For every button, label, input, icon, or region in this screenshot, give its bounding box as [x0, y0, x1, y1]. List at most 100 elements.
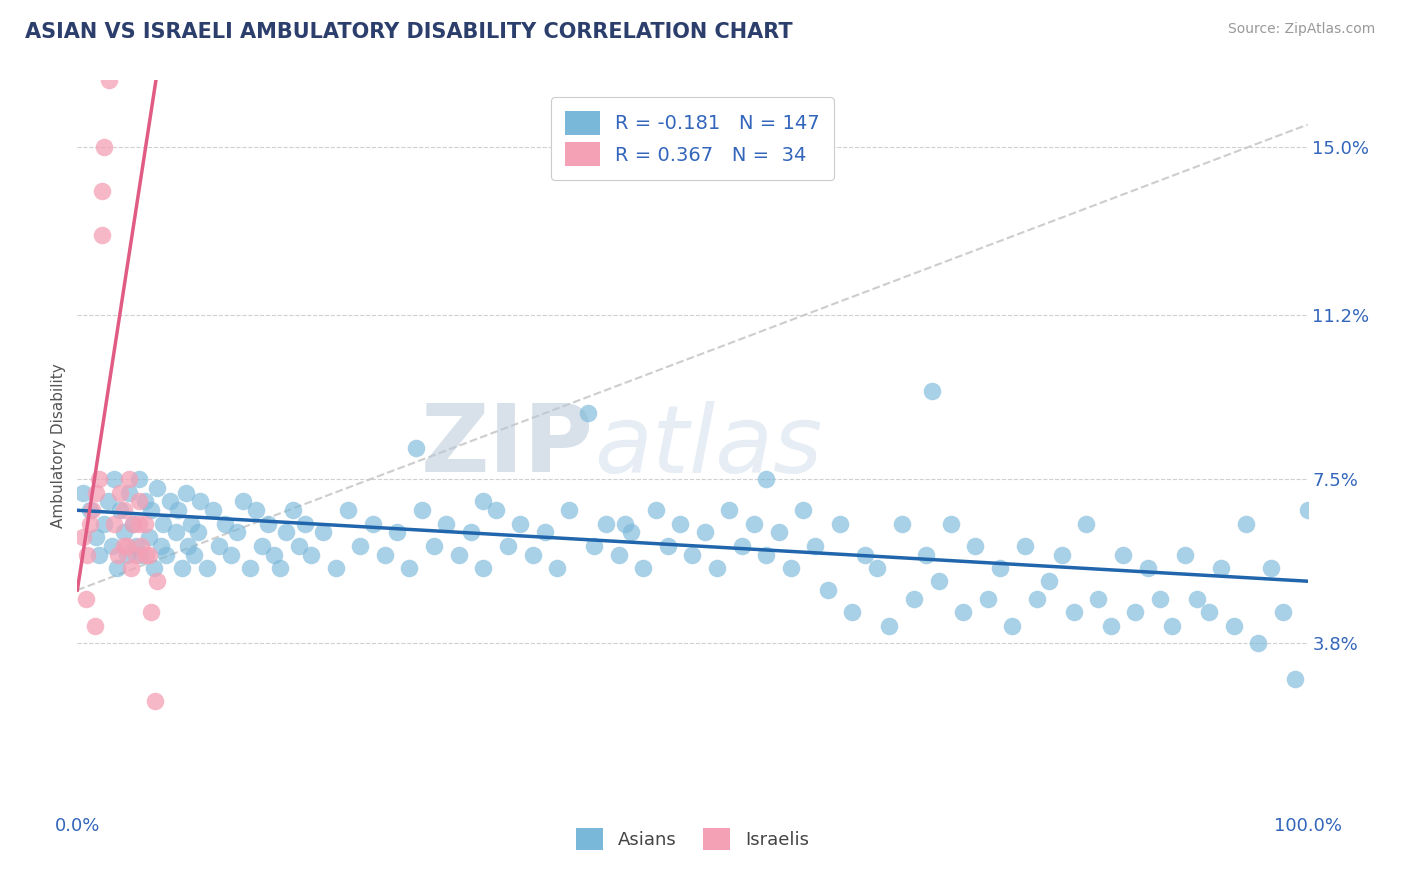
Point: [952, 605, 974, 619]
Point: [509, 516, 531, 531]
Point: [294, 516, 316, 531]
Point: [977, 591, 1000, 606]
Point: [496, 539, 519, 553]
Point: [105, 6, 128, 21]
Point: [257, 516, 280, 531]
Point: [134, 516, 156, 531]
Point: [1284, 672, 1306, 686]
Text: atlas: atlas: [595, 401, 823, 491]
Point: [118, 485, 141, 500]
Point: [128, 494, 150, 508]
Point: [167, 503, 190, 517]
Point: [1063, 605, 1085, 619]
Point: [110, 485, 132, 500]
Point: [115, 548, 138, 562]
Point: [742, 516, 765, 531]
Point: [84, 530, 107, 544]
Point: [101, 539, 124, 553]
Point: [110, 503, 132, 517]
Point: [112, 525, 135, 540]
Point: [146, 481, 169, 495]
Point: [72, 530, 94, 544]
Point: [1087, 591, 1109, 606]
Point: [1198, 605, 1220, 619]
Point: [75, 591, 97, 606]
Point: [93, 140, 115, 154]
Point: [915, 548, 938, 562]
Text: Source: ZipAtlas.com: Source: ZipAtlas.com: [1227, 22, 1375, 37]
Point: [112, 503, 135, 517]
Point: [93, 516, 115, 531]
Point: [830, 516, 852, 531]
Point: [76, 548, 98, 562]
Point: [115, 539, 138, 553]
Point: [374, 548, 396, 562]
Point: [644, 503, 666, 517]
Point: [150, 539, 173, 553]
Point: [1174, 548, 1197, 562]
Point: [804, 539, 827, 553]
Point: [595, 516, 617, 531]
Point: [90, 184, 114, 198]
Point: [125, 539, 148, 553]
Point: [669, 516, 692, 531]
Point: [1185, 591, 1208, 606]
Point: [239, 561, 262, 575]
Point: [755, 548, 778, 562]
Point: [1223, 618, 1246, 632]
Point: [83, 618, 105, 632]
Point: [208, 539, 231, 553]
Point: [423, 539, 446, 553]
Point: [731, 539, 754, 553]
Point: [460, 525, 482, 540]
Point: [141, 605, 163, 619]
Point: [121, 561, 143, 575]
Point: [214, 516, 236, 531]
Point: [103, 516, 125, 531]
Point: [245, 503, 267, 517]
Point: [97, 494, 120, 508]
Point: [250, 539, 273, 553]
Point: [607, 548, 630, 562]
Point: [817, 583, 839, 598]
Point: [84, 485, 107, 500]
Point: [152, 516, 174, 531]
Point: [299, 548, 322, 562]
Point: [134, 494, 156, 508]
Point: [447, 548, 470, 562]
Point: [349, 539, 371, 553]
Point: [965, 539, 987, 553]
Point: [988, 561, 1011, 575]
Point: [128, 516, 150, 531]
Point: [472, 561, 495, 575]
Point: [485, 503, 508, 517]
Point: [138, 548, 160, 562]
Point: [89, 472, 111, 486]
Point: [522, 548, 544, 562]
Point: [903, 591, 925, 606]
Point: [1112, 548, 1135, 562]
Point: [693, 525, 716, 540]
Point: [792, 503, 814, 517]
Point: [232, 494, 254, 508]
Point: [135, 548, 157, 562]
Point: [1272, 605, 1295, 619]
Point: [1211, 561, 1233, 575]
Point: [780, 561, 803, 575]
Point: [405, 441, 427, 455]
Point: [107, 548, 129, 562]
Point: [103, 472, 125, 486]
Point: [118, 472, 141, 486]
Point: [1001, 618, 1024, 632]
Point: [841, 605, 863, 619]
Point: [1260, 561, 1282, 575]
Point: [129, 539, 153, 553]
Point: [337, 503, 360, 517]
Point: [879, 618, 901, 632]
Point: [534, 525, 557, 540]
Point: [263, 548, 285, 562]
Point: [1050, 548, 1073, 562]
Point: [170, 561, 193, 575]
Point: [187, 525, 209, 540]
Point: [128, 472, 150, 486]
